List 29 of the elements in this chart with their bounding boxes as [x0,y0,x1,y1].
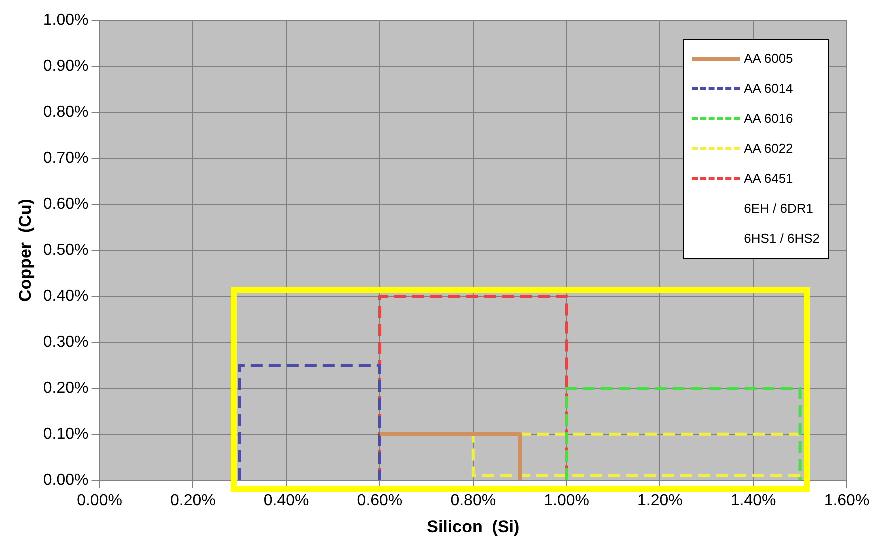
y-tick-label: 0.90% [43,58,89,75]
legend-label: AA 6022 [744,141,794,156]
x-tick-label: 0.20% [170,492,216,510]
legend-label: AA 6014 [744,81,794,96]
x-tick-label: 0.80% [450,492,496,510]
y-tick-label: 0.40% [43,288,89,305]
legend-label: AA 6016 [744,111,794,126]
y-tick-label: 0.20% [43,380,89,397]
y-tick-label: 0.60% [43,196,89,213]
y-tick-label: 1.00% [43,12,89,30]
y-tick-label: 0.50% [43,242,89,259]
y-axis-title: Copper (Cu) [16,199,35,302]
x-tick-label: 1.20% [638,492,683,510]
legend-label: AA 6005 [744,51,794,66]
annotation: 6EH / 6DR1 [744,201,814,216]
x-axis-title: Silicon (Si) [427,517,520,536]
x-tick-label: 1.40% [730,492,776,510]
y-tick-label: 0.10% [43,426,89,443]
x-tick-label: 1.60% [824,492,870,510]
x-tick-label: 0.40% [264,492,310,510]
y-tick-label: 0.30% [43,334,89,351]
legend-label: AA 6451 [744,171,794,186]
x-tick-label: 1.00% [544,492,590,510]
x-tick-label: 0.60% [357,492,403,510]
y-tick-label: 0.00% [43,472,89,489]
annotation: 6HS1 / 6HS2 [744,231,820,246]
y-tick-label: 0.70% [43,150,89,167]
x-tick-label: 0.00% [77,492,122,510]
y-tick-label: 0.80% [43,104,89,121]
